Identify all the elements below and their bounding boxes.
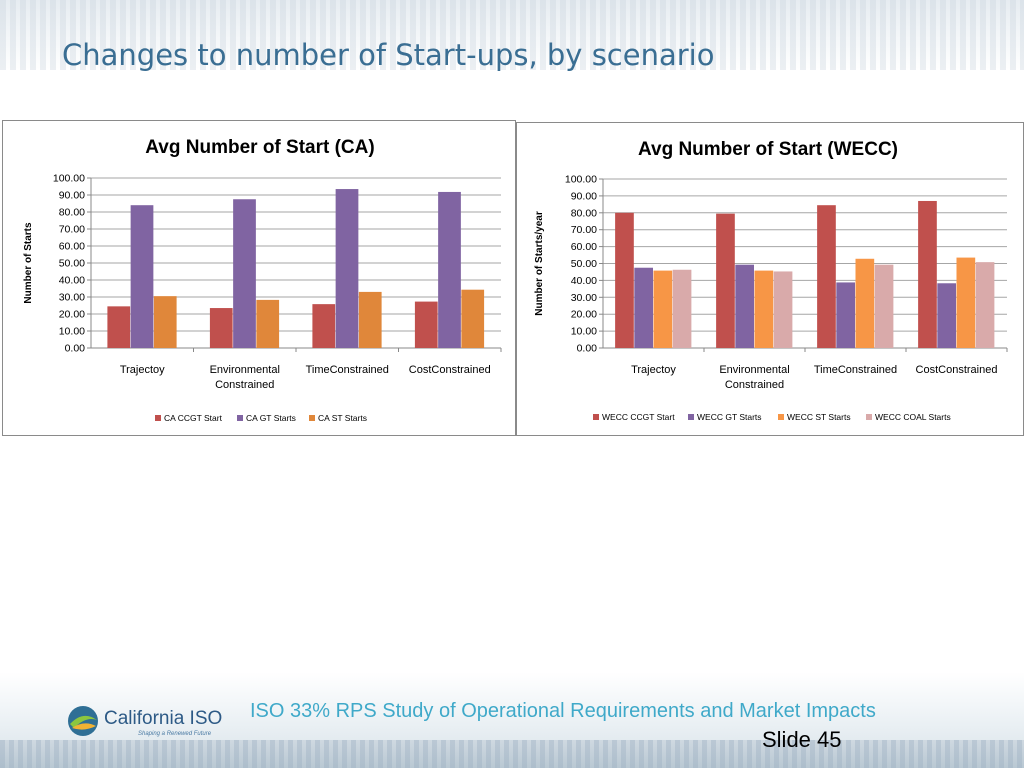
y-tick-label: 80.00 — [571, 207, 597, 219]
bar-wecc-st-starts — [855, 258, 875, 348]
legend-label: CA GT Starts — [246, 413, 296, 423]
bar-wecc-st-starts — [956, 257, 976, 348]
bar-wecc-gt-starts — [937, 283, 956, 348]
bar-ca-st-starts — [461, 289, 485, 348]
bar-ca-st-starts — [358, 291, 382, 348]
bar-ca-gt-starts — [233, 199, 256, 348]
y-tick-label: 40.00 — [59, 275, 85, 287]
legend-swatch — [778, 414, 784, 420]
y-tick-label: 20.00 — [571, 309, 597, 321]
legend-swatch — [688, 414, 694, 420]
chart-wecc-frame: Avg Number of Start (WECC) 0.00 10.00 20.00… — [516, 122, 1024, 436]
y-tick-label: 70.00 — [571, 224, 597, 236]
x-category-label: Trajectoy — [120, 364, 165, 376]
footer-stripes — [0, 740, 1024, 768]
bar-ca-ccgt-start — [107, 306, 131, 348]
legend-swatch — [866, 414, 872, 420]
legend-label: WECC GT Starts — [697, 412, 762, 422]
logo-swirl-icon — [68, 706, 98, 736]
y-tick-label: 90.00 — [59, 190, 85, 202]
y-tick-label: 0.00 — [577, 343, 598, 355]
slide-title: Changes to number of Start-ups, by scena… — [62, 38, 715, 72]
legend-swatch — [309, 415, 315, 421]
bar-wecc-ccgt-start — [918, 200, 937, 348]
bar-ca-ccgt-start — [414, 301, 438, 348]
x-category-label: Trajectoy — [631, 364, 676, 376]
y-tick-label: 40.00 — [571, 275, 597, 287]
bar-wecc-ccgt-start — [615, 212, 634, 348]
y-tick-label: 60.00 — [59, 241, 85, 253]
bar-ca-gt-starts — [335, 189, 359, 348]
bar-wecc-coal-starts — [672, 269, 692, 348]
chart-ca: Avg Number of Start (CA) 0.00 10.00 20.00 30… — [23, 137, 502, 423]
bar-ca-st-starts — [256, 299, 280, 348]
legend-label: WECC ST Starts — [787, 412, 851, 422]
bar-wecc-coal-starts — [773, 271, 793, 348]
bar-ca-st-starts — [153, 296, 177, 348]
chart-title: Avg Number of Start (CA) — [145, 137, 374, 158]
x-category-label: Constrained — [215, 379, 274, 391]
legend-swatch — [237, 415, 243, 421]
bar-wecc-gt-starts — [634, 267, 653, 348]
y-tick-label: 60.00 — [571, 241, 597, 253]
legend-label: WECC COAL Starts — [875, 412, 951, 422]
x-category-label: CostConstrained — [409, 364, 491, 376]
legend-swatch — [155, 415, 161, 421]
y-tick-label: 90.00 — [571, 190, 597, 202]
y-tick-label: 0.00 — [65, 343, 86, 355]
y-tick-label: 10.00 — [571, 326, 597, 338]
y-tick-label: 100.00 — [565, 174, 597, 186]
bar-wecc-coal-starts — [874, 264, 894, 348]
y-tick-label: 100.00 — [53, 173, 85, 185]
bar-ca-ccgt-start — [209, 308, 233, 348]
bar-ca-ccgt-start — [312, 304, 336, 348]
bar-wecc-st-starts — [653, 270, 673, 348]
y-tick-label: 80.00 — [59, 207, 85, 219]
bar-wecc-coal-starts — [975, 262, 995, 348]
legend-swatch — [593, 414, 599, 420]
bar-ca-gt-starts — [130, 205, 154, 348]
bar-wecc-ccgt-start — [817, 205, 836, 348]
chart-title: Avg Number of Start (WECC) — [638, 139, 898, 160]
bar-ca-gt-starts — [438, 191, 461, 348]
logo-tagline: Shaping a Renewed Future — [138, 731, 212, 737]
y-tick-label: 20.00 — [59, 309, 85, 321]
x-category-label: Environmental — [210, 364, 280, 376]
logo-text: California ISO — [104, 708, 223, 729]
bar-wecc-gt-starts — [735, 264, 754, 348]
bar-wecc-st-starts — [754, 270, 774, 348]
bar-wecc-ccgt-start — [716, 213, 735, 348]
header-band — [0, 0, 1024, 70]
x-category-label: TimeConstrained — [306, 364, 389, 376]
x-category-label: Environmental — [719, 364, 789, 376]
legend-label: WECC CCGT Start — [602, 412, 675, 422]
x-category-label: CostConstrained — [916, 364, 998, 376]
y-tick-label: 70.00 — [59, 224, 85, 236]
y-tick-label: 30.00 — [571, 292, 597, 304]
y-tick-label: 10.00 — [59, 326, 85, 338]
bar-wecc-gt-starts — [836, 282, 855, 348]
y-tick-label: 50.00 — [59, 258, 85, 270]
legend-label: CA CCGT Start — [164, 413, 223, 423]
chart-wecc: Avg Number of Start (WECC) 0.00 10.00 20.00… — [534, 139, 1008, 422]
x-category-label: TimeConstrained — [814, 364, 897, 376]
y-tick-label: 50.00 — [571, 258, 597, 270]
legend-label: CA ST Starts — [318, 413, 367, 423]
x-category-label: Constrained — [725, 379, 784, 391]
footer-text: ISO 33% RPS Study of Operational Require… — [250, 700, 876, 722]
y-tick-label: 30.00 — [59, 292, 85, 304]
chart-ca-frame: Avg Number of Start (CA) 0.00 10.00 20.00 30… — [2, 120, 516, 436]
y-axis-label: Number of Starts — [23, 222, 34, 304]
california-iso-logo: California ISO Shaping a Renewed Future — [66, 704, 222, 744]
y-axis-label: Number of Starts/year — [534, 211, 545, 316]
slide-number: Slide 45 — [762, 727, 842, 752]
